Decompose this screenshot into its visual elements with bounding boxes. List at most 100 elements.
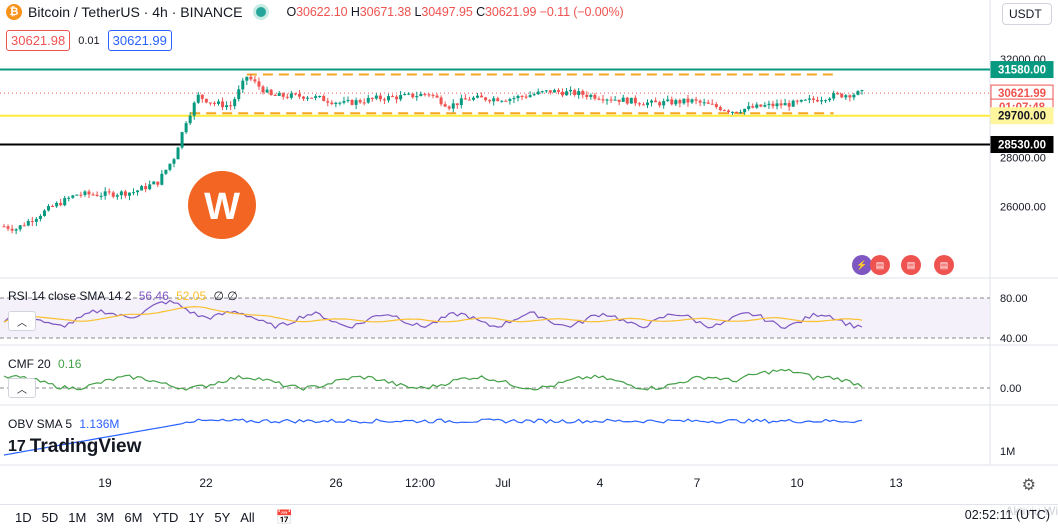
candle-body	[423, 93, 427, 95]
candle-body	[403, 94, 407, 96]
us-flag-event-icon[interactable]: ▤	[870, 255, 890, 275]
us-flag-event-icon-2[interactable]: ▤	[901, 255, 921, 275]
candle-body	[451, 103, 455, 109]
candle-body	[297, 93, 301, 97]
price-tick-label: 26000.00	[1000, 202, 1046, 214]
candle-body	[633, 97, 637, 104]
candle-body	[75, 194, 79, 196]
candle-body	[204, 98, 208, 103]
candle-body	[59, 202, 63, 206]
candle-body	[730, 111, 734, 113]
candle-body	[391, 96, 395, 98]
rsi-legend: RSI 14 close SMA 14 2 56.46 52.05 ∅ ∅	[8, 289, 238, 303]
market-open-icon	[256, 7, 267, 17]
candle-body	[844, 95, 848, 98]
candle-body	[739, 112, 743, 114]
candle-body	[718, 107, 722, 111]
candle-body	[443, 104, 447, 107]
tf-5d[interactable]: 5D	[41, 510, 59, 525]
settings-icon[interactable]: ⚙	[1021, 477, 1036, 494]
candle-body	[269, 89, 273, 95]
candle-body	[338, 102, 342, 104]
candle-body	[395, 96, 399, 100]
lightning-event-icon[interactable]: ⚡	[852, 255, 872, 275]
tf-all[interactable]: All	[240, 510, 255, 525]
tradingview-logo[interactable]: 17 TradingView	[8, 436, 142, 457]
candle-body	[552, 90, 556, 93]
candle-body	[136, 190, 140, 193]
candle-body	[34, 218, 38, 222]
candle-body	[799, 99, 803, 102]
candle-body	[293, 93, 297, 95]
candle-body	[548, 90, 552, 93]
candle-body	[399, 95, 403, 100]
price-label-box	[990, 135, 1054, 153]
candle-body	[702, 102, 706, 104]
candle-body	[160, 173, 164, 185]
candle-body	[650, 100, 654, 103]
candle-body	[79, 194, 83, 196]
candle-body	[605, 99, 609, 101]
time-tick-label: 7	[694, 476, 701, 490]
time-tick-label: Jul	[495, 476, 510, 490]
sell-button[interactable]: 30621.98	[6, 30, 71, 51]
candle-body	[670, 99, 674, 105]
time-tick-label: 19	[98, 476, 112, 490]
candle-body	[569, 89, 573, 92]
candle-body	[301, 96, 305, 99]
candle-body	[184, 123, 188, 133]
candle-body	[411, 93, 415, 98]
candle-body	[492, 98, 496, 102]
candle-body	[87, 191, 91, 195]
candle-body	[83, 191, 87, 195]
candle-body	[807, 98, 811, 100]
candle-body	[200, 94, 204, 99]
candle-body	[196, 94, 200, 103]
candle-body	[658, 102, 662, 106]
cmf-collapse-icon[interactable]: ︿	[8, 378, 36, 398]
candle-body	[241, 80, 245, 90]
candle-body	[613, 99, 617, 101]
calendar-icon[interactable]: 📅	[275, 509, 294, 525]
tf-1d[interactable]: 1D	[15, 510, 32, 525]
watermark: Aktiviu Wi	[1005, 504, 1058, 518]
time-tick-label: 12:00	[405, 476, 435, 490]
rsi-tick: 80.00	[1000, 293, 1028, 305]
candle-body	[852, 94, 856, 98]
tf-1y[interactable]: 1Y	[188, 510, 205, 525]
candle-body	[358, 100, 362, 103]
candle-body	[168, 163, 172, 170]
candle-body	[71, 195, 75, 198]
tf-5y[interactable]: 5Y	[214, 510, 231, 525]
candle-body	[747, 106, 751, 109]
candle-body	[350, 99, 354, 105]
tf-3m[interactable]: 3M	[96, 510, 115, 525]
candle-body	[10, 228, 14, 231]
utc-clock[interactable]: 02:52:11 (UTC)	[964, 508, 1050, 522]
candle-body	[589, 94, 593, 97]
candle-body	[593, 94, 597, 99]
candle-body	[625, 97, 629, 104]
candle-body	[229, 105, 233, 107]
rsi-collapse-icon[interactable]: ︿	[8, 311, 36, 331]
candle-body	[775, 103, 779, 107]
candle-body	[795, 100, 799, 102]
symbol-title[interactable]: Bitcoin / TetherUS · 4h · BINANCE	[28, 4, 243, 20]
us-flag-event-icon-3[interactable]: ▤	[934, 255, 954, 275]
candle-body	[237, 89, 241, 100]
candle-body	[407, 93, 411, 95]
tradingview-mark-icon: 17	[8, 438, 26, 455]
tf-ytd[interactable]: YTD	[152, 510, 179, 525]
candle-body	[30, 221, 34, 223]
buy-button[interactable]: 30621.99	[107, 30, 172, 51]
currency-select[interactable]: USDT	[1002, 3, 1052, 25]
candle-body	[67, 197, 71, 199]
time-tick-label: 22	[199, 476, 213, 490]
candle-body	[55, 202, 59, 207]
candle-body	[265, 89, 269, 93]
candle-body	[439, 97, 443, 105]
candle-body	[176, 147, 180, 160]
tf-6m[interactable]: 6M	[124, 510, 143, 525]
tf-1m[interactable]: 1M	[68, 510, 87, 525]
